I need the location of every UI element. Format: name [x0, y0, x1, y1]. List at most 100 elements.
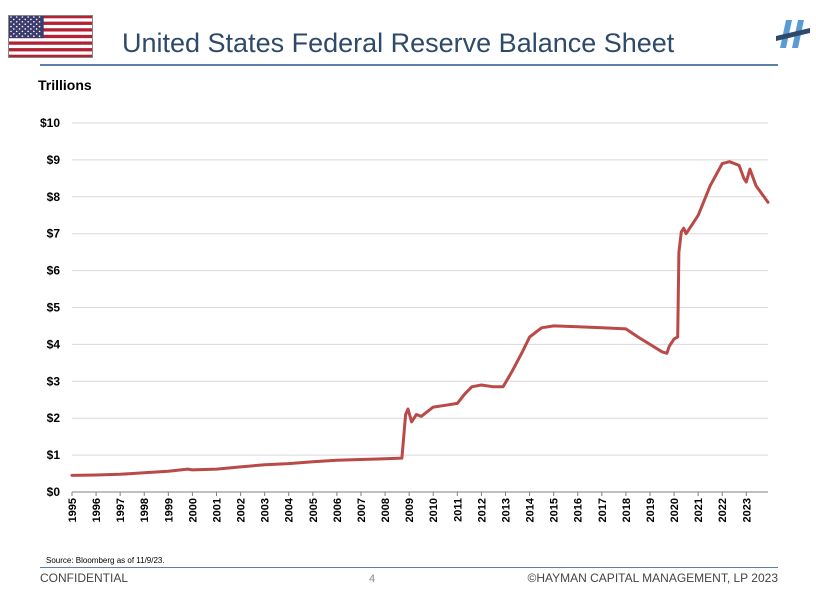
flag-star	[35, 18, 38, 21]
y-axis-label: Trillions	[38, 77, 92, 93]
x-tick-label: 2000	[187, 498, 199, 522]
x-tick-label: 2008	[380, 498, 392, 522]
y-tick-label: $4	[47, 337, 61, 351]
flag-stripe	[8, 48, 93, 52]
x-tick-label: 2021	[693, 498, 705, 522]
flag-star	[13, 32, 15, 35]
source-note: Source: Bloomberg as of 11/9/23.	[46, 556, 165, 565]
flag-stripe	[8, 41, 93, 45]
x-tick-label: 2011	[452, 498, 464, 522]
flag-star	[27, 25, 29, 28]
y-tick-label: $9	[47, 153, 61, 167]
flag-star	[15, 20, 18, 23]
x-tick-label: 2010	[428, 498, 440, 522]
flag-star	[38, 20, 41, 23]
flag-stripe	[8, 28, 93, 32]
flag-star	[33, 25, 35, 28]
flag-star	[10, 30, 12, 33]
flag-star	[30, 18, 32, 21]
flag-star	[21, 16, 24, 18]
flag-canton	[8, 15, 44, 39]
flag-stripe	[8, 15, 93, 19]
flag-stripe	[8, 18, 93, 22]
x-tick-label: 2016	[573, 498, 585, 522]
hayman-logo-icon	[776, 20, 810, 48]
flag-star	[21, 25, 24, 28]
y-tick-label: $0	[47, 485, 61, 499]
page-number: 4	[369, 573, 376, 585]
flag-star	[15, 30, 18, 33]
flag-star	[18, 18, 21, 21]
flag-star	[18, 28, 21, 30]
x-tick-label: 2022	[717, 498, 729, 522]
y-tick-label: $6	[47, 264, 61, 278]
flag-star	[24, 28, 27, 30]
flag-star	[10, 25, 12, 28]
y-tick-label: $8	[47, 190, 61, 204]
flag-star	[35, 28, 38, 30]
flag-star	[15, 25, 18, 28]
x-tick-label: 2006	[332, 498, 344, 522]
flag-star	[27, 20, 29, 23]
x-tick-label: 2001	[211, 498, 223, 522]
flag-star	[24, 18, 27, 21]
x-tick-label: 1996	[91, 498, 103, 522]
y-tick-label: $3	[47, 374, 61, 388]
x-tick-label: 2003	[260, 498, 272, 522]
flag-stripe	[8, 38, 93, 42]
page-title: United States Federal Reserve Balance Sh…	[122, 28, 675, 58]
flag-star	[18, 32, 21, 35]
flag-star	[30, 32, 32, 35]
x-tick-label: 2015	[549, 498, 561, 522]
balance-sheet-chart: $0 $1 $2 $3 $4 $5 $6 $7 $8 $9 $10 1995 1996 1997 1998 1…	[40, 116, 770, 522]
flag-star	[13, 18, 15, 21]
footer-divider	[40, 567, 778, 568]
flag-star	[10, 16, 12, 18]
flag-star	[30, 23, 32, 25]
x-tick-label: 1998	[139, 498, 151, 522]
flag-star	[15, 16, 18, 18]
flag-star	[21, 30, 24, 33]
flag-star	[33, 35, 35, 37]
y-tick-label: $2	[47, 411, 61, 425]
flag-stripe	[8, 44, 93, 49]
x-tick-label: 1999	[163, 498, 175, 522]
x-tick-label: 2002	[236, 498, 248, 522]
x-tick-label: 2014	[525, 497, 537, 522]
flag-star	[10, 20, 12, 23]
x-tick-label: 2019	[645, 498, 657, 522]
confidential-label: CONFIDENTIAL	[40, 571, 129, 585]
x-tick-label: 2004	[284, 497, 296, 522]
flag-star	[27, 16, 29, 18]
flag-star	[13, 23, 15, 25]
flag-star	[38, 25, 41, 28]
flag-star	[10, 35, 12, 37]
flag-star	[38, 30, 41, 33]
x-tick-label: 2013	[500, 498, 512, 522]
flag-stripe	[8, 54, 93, 58]
x-tick-label: 2005	[308, 498, 320, 522]
x-tick-label: 2012	[476, 498, 488, 522]
flag-star	[24, 23, 27, 25]
flag-border	[8, 15, 93, 58]
flag-star	[38, 35, 41, 37]
flag-stripe	[8, 34, 93, 39]
title-divider	[40, 64, 778, 66]
x-tick-label: 2023	[741, 498, 753, 522]
flag-star	[30, 28, 32, 30]
flag-stripe	[8, 31, 93, 36]
flag-stripe	[8, 21, 93, 26]
flag-stripe	[8, 51, 93, 55]
y-tick-label: $7	[47, 227, 61, 241]
flag-star	[35, 23, 38, 25]
flag-star	[24, 32, 27, 35]
flag-star	[27, 35, 29, 37]
x-tick-label: 2007	[356, 498, 368, 522]
flag-star	[21, 35, 24, 37]
copyright-label: ©HAYMAN CAPITAL MANAGEMENT, LP 2023	[527, 571, 778, 585]
x-tick-label: 2018	[621, 498, 633, 522]
balance-sheet-line	[70, 160, 770, 477]
x-tick-label: 1995	[67, 498, 79, 522]
flag-star	[27, 30, 29, 33]
y-tick-label: $1	[47, 448, 61, 462]
